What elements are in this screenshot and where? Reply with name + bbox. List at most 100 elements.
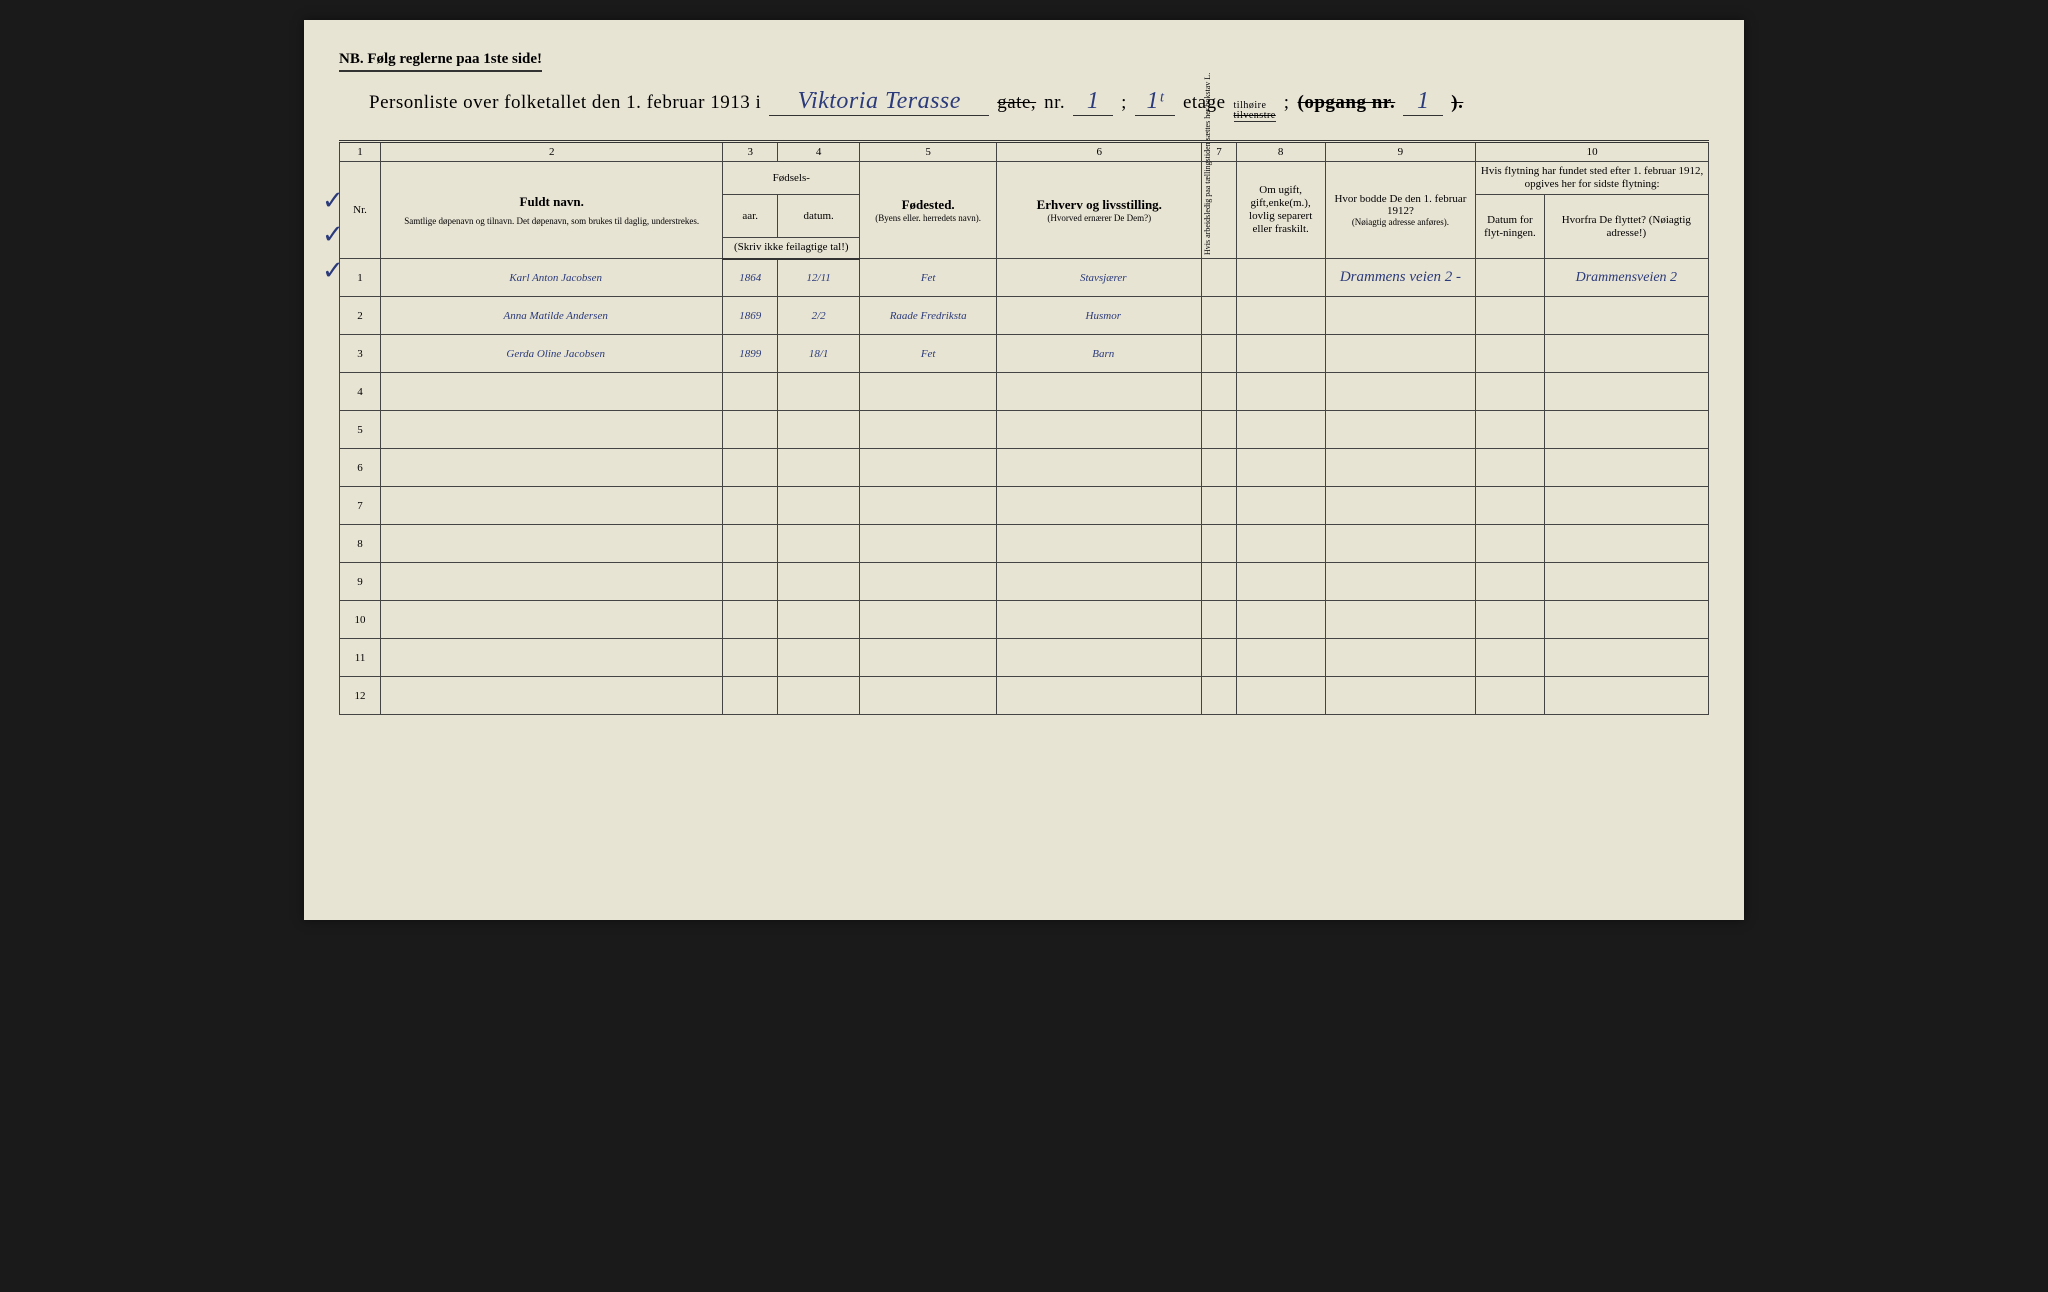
hdr-erhverv-sub: (Hvorved ernærer De Dem?): [999, 213, 1199, 224]
cell-col10a: [1476, 297, 1544, 335]
cell-col7: [1202, 563, 1236, 601]
cell-nr: 10: [340, 601, 381, 639]
cell-nr: 1: [340, 259, 381, 297]
cell-col10b: [1544, 525, 1708, 563]
cell-datum: [778, 373, 860, 411]
hdr-col7-text: Hvis arbeidsledig paa tællingstiden sætt…: [1204, 165, 1213, 255]
cell-col7: [1202, 525, 1236, 563]
hdr-col9-title: Hvor bodde De den 1. februar 1912?: [1328, 193, 1474, 217]
opgang-value: 1: [1403, 88, 1443, 116]
checkmark-3: ✓: [322, 256, 344, 286]
cell-datum: 18/1: [778, 335, 860, 373]
street-name: Viktoria Terasse: [769, 88, 989, 116]
cell-erhverv: Husmor: [997, 297, 1202, 335]
cell-aar: 1899: [723, 335, 778, 373]
cell-col10b: [1544, 639, 1708, 677]
checkmark-1: ✓: [322, 186, 344, 216]
cell-aar: 1864: [723, 259, 778, 297]
cell-col7: [1202, 335, 1236, 373]
colnum-5: 5: [860, 142, 997, 162]
cell-col9: [1325, 411, 1476, 449]
cell-col10b: [1544, 601, 1708, 639]
hdr-col10: Hvis flytning har fundet sted efter 1. f…: [1476, 162, 1709, 195]
table-row: 3 Gerda Oline Jacobsen 1899 18/1 Fet Bar…: [340, 335, 1709, 373]
cell-col9: [1325, 639, 1476, 677]
census-page: ✓ ✓ ✓ NB. Følg reglerne paa 1ste side! P…: [304, 20, 1744, 920]
cell-col7: [1202, 487, 1236, 525]
cell-nr: 9: [340, 563, 381, 601]
hdr-nr: Nr.: [340, 162, 381, 259]
colnum-2: 2: [381, 142, 723, 162]
cell-erhverv: [997, 373, 1202, 411]
cell-fodested: [860, 601, 997, 639]
cell-col8: [1236, 335, 1325, 373]
cell-col10a: [1476, 639, 1544, 677]
cell-fodested: [860, 487, 997, 525]
cell-col10a: [1476, 601, 1544, 639]
cell-col9: [1325, 335, 1476, 373]
cell-nr: 12: [340, 677, 381, 715]
cell-col9: [1325, 373, 1476, 411]
cell-erhverv: Barn: [997, 335, 1202, 373]
nr-value: 1: [1073, 88, 1113, 116]
nb-header: NB. Følg reglerne paa 1ste side!: [339, 51, 542, 72]
cell-col7: [1202, 259, 1236, 297]
cell-fodested: [860, 449, 997, 487]
cell-fodested: [860, 563, 997, 601]
cell-navn: [381, 639, 723, 677]
cell-fodested: [860, 411, 997, 449]
cell-col8: [1236, 525, 1325, 563]
table-row: 6: [340, 449, 1709, 487]
cell-col10b: [1544, 563, 1708, 601]
cell-navn: [381, 563, 723, 601]
cell-aar: [723, 449, 778, 487]
cell-erhverv: [997, 525, 1202, 563]
table-row: 9: [340, 563, 1709, 601]
table-row: 4: [340, 373, 1709, 411]
cell-aar: [723, 373, 778, 411]
cell-aar: [723, 677, 778, 715]
colnum-4: 4: [778, 142, 860, 162]
cell-nr: 2: [340, 297, 381, 335]
hdr-col10b: Hvorfra De flyttet? (Nøiagtig adresse!): [1544, 195, 1708, 259]
hdr-skriv: (Skriv ikke feilagtige tal!): [723, 238, 860, 259]
hdr-navn-sub: Samtlige døpenavn og tilnavn. Det døpena…: [383, 216, 720, 227]
table-row: 10: [340, 601, 1709, 639]
hdr-col7: Hvis arbeidsledig paa tællingstiden sætt…: [1202, 162, 1236, 259]
cell-aar: [723, 639, 778, 677]
cell-col10a: [1476, 373, 1544, 411]
census-table: 1 2 3 4 5 6 7 8 9 10 Nr. Fuldt navn. Sam…: [339, 140, 1709, 715]
side-label: tilhøire tilvenstre: [1234, 101, 1276, 122]
hdr-navn: Fuldt navn. Samtlige døpenavn og tilnavn…: [381, 162, 723, 259]
cell-col9: [1325, 601, 1476, 639]
cell-col10b: [1544, 297, 1708, 335]
cell-col9: [1325, 677, 1476, 715]
cell-col10a: [1476, 487, 1544, 525]
cell-navn: Karl Anton Jacobsen: [381, 259, 723, 297]
colnum-9: 9: [1325, 142, 1476, 162]
cell-navn: [381, 373, 723, 411]
cell-erhverv: [997, 449, 1202, 487]
cell-datum: [778, 449, 860, 487]
colnum-1: 1: [340, 142, 381, 162]
cell-col10b: Drammensveien 2: [1544, 259, 1708, 297]
table-row: 1 Karl Anton Jacobsen 1864 12/11 Fet Sta…: [340, 259, 1709, 297]
title-prefix: Personliste over folketallet den 1. febr…: [369, 92, 761, 114]
cell-col8: [1236, 449, 1325, 487]
cell-col10b: [1544, 449, 1708, 487]
cell-col10a: [1476, 449, 1544, 487]
cell-col8: [1236, 601, 1325, 639]
column-numbers-row: 1 2 3 4 5 6 7 8 9 10: [340, 142, 1709, 162]
cell-aar: 1869: [723, 297, 778, 335]
table-row: 5: [340, 411, 1709, 449]
semicolon: ;: [1121, 92, 1127, 114]
gate-label: gate,: [997, 92, 1036, 114]
tilvenstre: tilvenstre: [1234, 111, 1276, 121]
hdr-col9: Hvor bodde De den 1. februar 1912? (Nøia…: [1325, 162, 1476, 259]
cell-datum: [778, 677, 860, 715]
cell-fodested: [860, 525, 997, 563]
cell-datum: [778, 639, 860, 677]
cell-datum: [778, 525, 860, 563]
cell-col8: [1236, 677, 1325, 715]
cell-erhverv: [997, 639, 1202, 677]
